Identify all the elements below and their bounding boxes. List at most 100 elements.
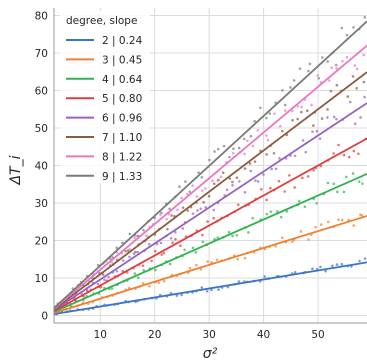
- data-point: [256, 180, 260, 183]
- data-point: [200, 189, 204, 192]
- data-point: [268, 112, 272, 115]
- data-point: [231, 180, 234, 184]
- data-point: [320, 56, 324, 59]
- data-point: [166, 227, 169, 231]
- x-tick-label: 10: [94, 329, 107, 341]
- data-point: [153, 249, 157, 253]
- x-tick-label: 50: [311, 329, 324, 341]
- data-point: [191, 184, 195, 187]
- data-point: [136, 276, 140, 280]
- data-point: [181, 227, 185, 230]
- data-point: [124, 249, 127, 253]
- data-point: [195, 263, 198, 267]
- data-point: [311, 267, 314, 271]
- data-point: [254, 179, 257, 182]
- data-point: [332, 182, 336, 186]
- data-point: [128, 248, 132, 251]
- data-point: [300, 105, 303, 109]
- data-point: [293, 270, 297, 274]
- data-point: [199, 207, 202, 210]
- data-point: [332, 115, 336, 119]
- data-point: [202, 200, 205, 204]
- y-tick-label: 40: [35, 161, 48, 173]
- fit-line: [53, 20, 367, 309]
- data-point: [200, 176, 204, 179]
- data-point: [319, 223, 323, 226]
- data-point: [289, 86, 292, 89]
- data-point: [270, 167, 273, 171]
- x-axis-label: σ²: [203, 346, 218, 362]
- data-point: [205, 289, 209, 293]
- data-point: [142, 228, 145, 232]
- data-point: [249, 134, 253, 138]
- data-point: [243, 152, 246, 156]
- data-point: [275, 210, 279, 213]
- data-point: [301, 176, 304, 180]
- data-point: [281, 129, 284, 133]
- data-point: [204, 206, 208, 209]
- data-point: [265, 198, 268, 202]
- data-point: [326, 60, 329, 63]
- data-point: [314, 225, 317, 229]
- data-point: [141, 264, 145, 268]
- data-point: [207, 194, 211, 198]
- data-point: [180, 196, 183, 200]
- data-point: [243, 191, 247, 194]
- data-point: [96, 282, 100, 286]
- data-point: [243, 167, 247, 170]
- data-point: [231, 234, 234, 238]
- data-point: [175, 294, 179, 297]
- data-point: [132, 252, 136, 256]
- data-point: [160, 253, 163, 256]
- data-point: [345, 33, 349, 37]
- data-point: [290, 109, 294, 113]
- data-point: [259, 106, 262, 110]
- data-point: [228, 155, 231, 159]
- data-point: [191, 246, 195, 250]
- data-point: [191, 212, 195, 215]
- data-point: [317, 76, 321, 80]
- data-point: [165, 217, 168, 221]
- y-tick-label: 20: [35, 236, 48, 248]
- data-point: [217, 288, 220, 291]
- data-point: [206, 220, 209, 223]
- data-point: [362, 53, 365, 57]
- data-point: [199, 268, 203, 271]
- legend-entry: 4 | 0.64: [102, 74, 143, 86]
- data-point: [285, 210, 289, 213]
- data-point: [231, 151, 235, 155]
- data-point: [170, 214, 173, 217]
- data-point: [304, 150, 308, 154]
- data-point: [188, 266, 192, 270]
- data-point: [335, 263, 339, 266]
- data-point: [284, 109, 287, 112]
- data-point: [274, 244, 277, 248]
- data-point: [363, 257, 367, 260]
- data-point: [298, 67, 302, 70]
- data-point: [329, 89, 333, 93]
- data-point: [291, 118, 294, 122]
- data-point: [357, 180, 361, 183]
- data-point: [168, 262, 172, 266]
- data-point: [281, 89, 284, 92]
- data-point: [291, 240, 294, 243]
- data-point: [337, 143, 340, 147]
- data-point: [248, 162, 252, 165]
- data-point: [212, 182, 216, 186]
- data-point: [174, 237, 177, 241]
- data-point: [148, 284, 151, 288]
- data-point: [186, 209, 189, 212]
- data-point: [361, 182, 364, 185]
- data-point: [310, 103, 313, 107]
- data-point: [353, 122, 357, 126]
- data-point: [262, 173, 265, 176]
- legend-entry: 6 | 0.96: [102, 113, 143, 125]
- data-point: [273, 112, 276, 115]
- data-point: [355, 86, 358, 90]
- data-point: [160, 211, 163, 215]
- data-point: [236, 203, 240, 207]
- data-point: [196, 209, 199, 212]
- data-point: [107, 275, 110, 279]
- data-point: [340, 218, 344, 222]
- data-point: [212, 208, 216, 212]
